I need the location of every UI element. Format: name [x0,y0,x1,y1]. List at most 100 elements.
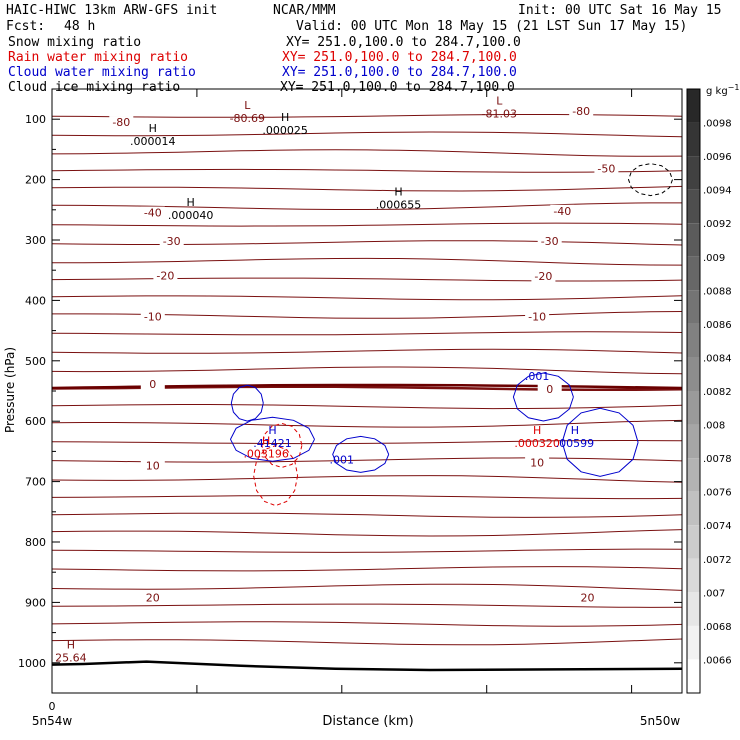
colorbar-tick-label: .0084 [703,353,732,364]
y-tick-label: 100 [25,113,46,126]
colorbar-swatch [687,491,700,526]
extremum-symbol: H [281,111,289,124]
cloud-water-contour [561,407,639,477]
extremum-symbol: H [67,639,75,652]
y-axis-title: Pressure (hPa) [3,347,17,433]
colorbar-tick-label: .0068 [703,622,732,633]
isotherm-contour [51,202,682,210]
field-rain-name: Rain water mixing ratio [8,50,189,65]
isotherm-contour [51,131,683,138]
isotherm-contour [51,348,683,354]
isotherm-contour [51,277,683,282]
forecast-value: 48 h [64,19,96,34]
temperature-label: 0 [149,378,156,391]
colorbar-swatch [687,625,700,660]
extremum-symbol: L [244,99,251,112]
extremum-symbol: H [571,424,579,437]
cloud-water-contour [230,384,264,422]
colorbar-swatch [687,592,700,626]
colorbar-swatch [687,189,700,224]
x-axis-title: Distance (km) [322,714,413,729]
isotherm-contour [51,512,683,518]
colorbar-swatch [687,357,700,391]
label-mask [525,456,550,469]
extremum-symbol: H [533,424,541,437]
extremum-symbol: H [149,122,157,135]
temperature-label: 10 [146,460,160,473]
temperature-label: -30 [541,235,559,248]
cloud-water-contour [229,416,315,462]
colorbar-swatch [687,122,700,157]
cloud-water-contour [332,435,390,473]
y-tick-label: 1000 [18,657,46,670]
isotherm-contour [51,404,683,410]
temperature-label: -80 [112,116,130,129]
isotherm-contour [51,149,683,157]
extremum-value: .000014 [130,135,176,148]
isotherm-contour [51,583,683,591]
y-tick-label: 200 [25,174,46,187]
colorbar-tick-label: .0096 [703,152,732,163]
colorbar-tick-label: .0082 [703,387,732,398]
right-end-label: 5n50w [640,714,681,728]
isotherm-contour [51,621,683,627]
temperature-label: 20 [581,591,595,604]
init-time: Init: 00 UTC Sat 16 May 15 [518,3,722,18]
y-tick-label: 500 [25,355,46,368]
isotherm-contour [51,603,683,608]
temperature-label: 0 [546,383,553,396]
colorbar-tick-label: .0072 [703,555,732,566]
terrain-line [51,660,683,672]
colorbar-tick-label: .0066 [703,655,732,666]
colorbar-border [686,88,701,694]
colorbar-tick-label: .008 [703,421,725,432]
extremum-value: -81.03 [482,107,517,120]
label-mask [140,591,165,604]
isotherm-contour [51,185,683,192]
colorbar-swatch [687,256,700,291]
y-tick-label: 700 [25,476,46,489]
extremum-symbol: H [268,424,276,437]
cloud-water-contour [512,372,574,422]
isotherm-contour [51,494,683,500]
colorbar-tick-label: .0098 [703,119,732,130]
field-snow-xy: XY= 251.0,100.0 to 284.7,100.0 [286,35,521,50]
field-snow-name: Snow mixing ratio [8,35,142,50]
label-mask [569,105,594,118]
forecast-label: Fcst: [6,19,46,34]
colorbar-unit-exponent: −1 [728,83,740,92]
extremum-value: 25.64 [55,652,87,665]
colorbar-unit: g kg−1 [706,83,739,97]
isotherm-contour [51,548,683,553]
colorbar-swatch [687,391,700,425]
isotherm-contour [51,222,683,227]
colorbar-tick-label: .0092 [703,219,732,230]
label-mask [159,235,184,248]
temperature-label: -50 [597,163,615,176]
colorbar-swatch [687,458,700,492]
colorbar-tick-label: .0074 [703,521,732,532]
y-tick-label: 400 [25,294,46,307]
rain-water-contour [261,422,303,468]
colorbar-swatch [687,223,700,257]
extremum-value: .000655 [376,199,422,212]
extremum-value: .00599 [556,437,595,450]
colorbar-swatch [687,525,700,559]
isotherm-contour [51,331,683,336]
temperature-label: -20 [156,269,174,282]
colorbar-tick-label: .007 [703,588,725,599]
extremum-symbol: H [394,186,402,199]
center-label: NCAR/MMM [273,3,336,18]
y-tick-label: 800 [25,536,46,549]
colorbar-unit-text: g kg [706,86,728,97]
colorbar-swatch [687,558,700,593]
y-tick-label: 600 [25,415,46,428]
field-cloud-ice-name: Cloud ice mixing ratio [8,80,181,95]
label-mask [140,310,165,323]
contour-labels: -80 -80 -50 -40 -40 -30 -30 -20 -20 -10 -10 0 0 10 10 2… [55,94,619,665]
field-cloud-water-xy: XY= 251.0,100.0 to 284.7,100.0 [282,65,517,80]
temperature-label: 10 [530,457,544,470]
x-tick-label-0: 0 [49,700,56,713]
label-mask [140,206,165,219]
